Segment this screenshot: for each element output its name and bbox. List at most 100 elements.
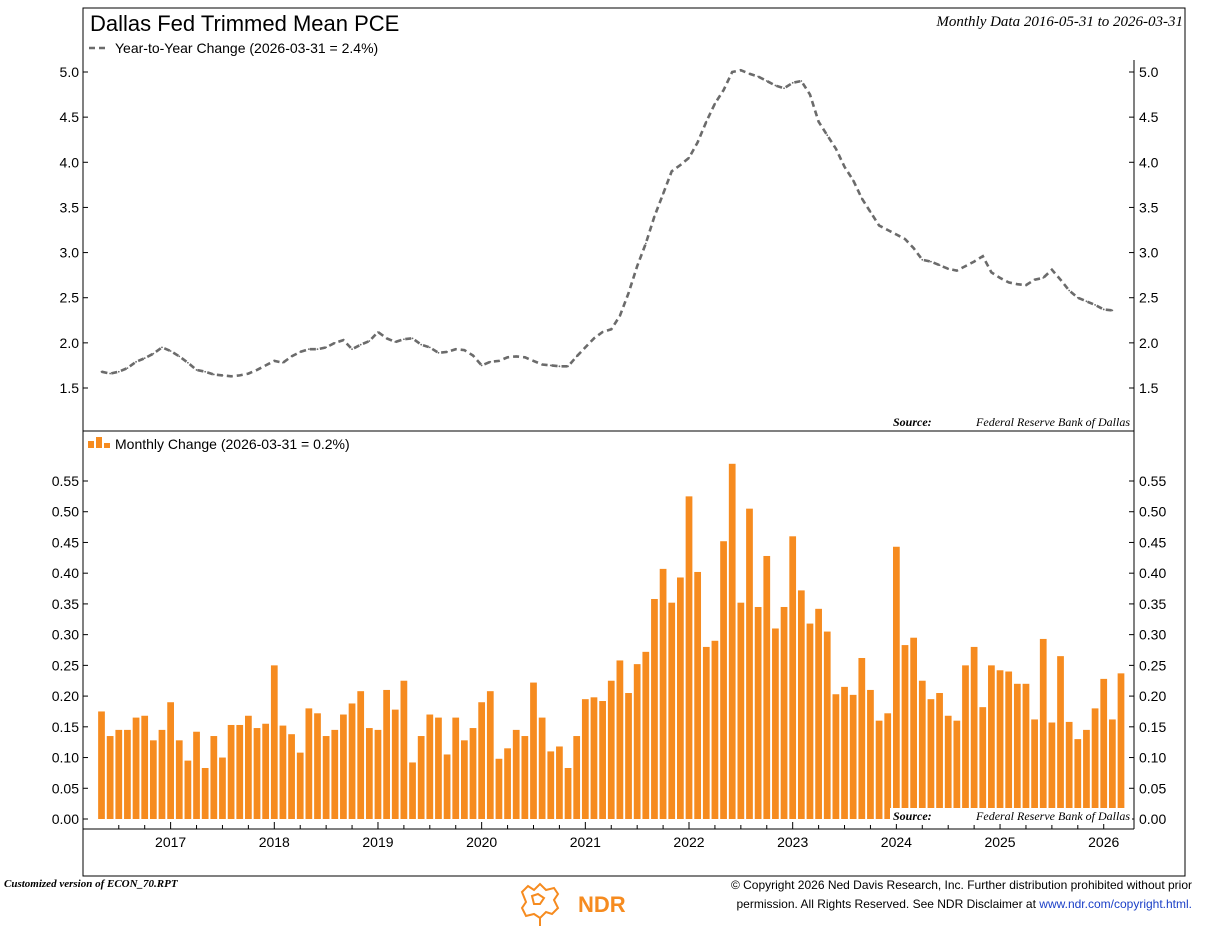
line-point xyxy=(1007,281,1010,284)
line-point xyxy=(212,373,215,376)
line-point xyxy=(999,276,1001,279)
yoy-line-series xyxy=(101,68,1113,378)
line-point xyxy=(282,361,284,364)
bar-mark xyxy=(504,748,511,819)
line-source-text: Federal Reserve Bank of Dallas xyxy=(975,415,1130,429)
line-point xyxy=(454,348,457,351)
bar-series xyxy=(98,463,1125,819)
bar-ytick-label-left: 0.10 xyxy=(52,750,79,766)
bar-ytick-label-left: 0.20 xyxy=(52,688,79,704)
bar-mark xyxy=(1117,673,1125,819)
bar-mark xyxy=(841,686,848,819)
bar-mark xyxy=(1057,656,1064,819)
line-ytick-label-left: 2.0 xyxy=(60,335,80,351)
line-point xyxy=(437,351,440,354)
ndr-logo-text: NDR xyxy=(578,892,626,917)
xtick-label: 2019 xyxy=(362,834,393,850)
bar-mark xyxy=(348,703,356,819)
line-point xyxy=(221,374,224,377)
bar-ytick-label-right: 0.30 xyxy=(1139,627,1166,643)
xtick-label: 2018 xyxy=(259,834,290,850)
bar-mark xyxy=(305,708,313,819)
line-point xyxy=(299,350,302,353)
line-point xyxy=(601,331,604,333)
bar-legend-swatch xyxy=(88,437,110,448)
line-point xyxy=(705,120,708,123)
line-ytick-label-right: 2.0 xyxy=(1139,335,1159,351)
line-point xyxy=(351,348,353,351)
bar-mark xyxy=(676,577,684,819)
line-point xyxy=(152,352,155,355)
bar-mark xyxy=(556,746,563,819)
bar-mark xyxy=(625,693,632,819)
bar-mark xyxy=(763,555,771,819)
bar-mark xyxy=(884,713,892,819)
bar-mark xyxy=(797,590,805,819)
line-point xyxy=(411,337,414,340)
bar-mark xyxy=(875,720,883,819)
line-point xyxy=(333,341,336,344)
bar-mark xyxy=(219,757,226,819)
line-point xyxy=(800,80,803,82)
bar-mark xyxy=(806,623,814,819)
bar-mark xyxy=(270,665,278,819)
line-point xyxy=(420,343,423,346)
bar-mark xyxy=(832,694,840,819)
bar-mark xyxy=(849,694,857,819)
line-point xyxy=(117,370,120,373)
bar-mark xyxy=(331,729,339,819)
line-point xyxy=(109,372,112,375)
bar-mark xyxy=(780,606,788,819)
bar-ytick-label-right: 0.20 xyxy=(1139,688,1166,704)
line-point xyxy=(618,314,621,317)
line-point xyxy=(662,192,664,195)
line-point xyxy=(990,271,993,274)
line-point xyxy=(428,346,431,349)
bar-mark xyxy=(1100,678,1108,819)
line-point xyxy=(178,355,181,358)
bar-mark xyxy=(728,463,736,819)
bar-mark xyxy=(452,717,460,819)
line-source-bg xyxy=(890,413,1132,429)
line-point xyxy=(791,81,794,84)
copyright-link[interactable]: www.ndr.com/copyright.html. xyxy=(1039,897,1192,911)
line-point xyxy=(921,258,924,261)
bar-mark xyxy=(754,606,762,819)
bar-mark xyxy=(901,645,909,819)
line-point xyxy=(532,360,535,362)
line-point xyxy=(722,89,725,91)
bar-mark xyxy=(953,720,961,819)
line-point xyxy=(143,357,146,360)
line-point xyxy=(316,348,319,351)
bar-mark xyxy=(106,736,114,819)
line-ytick-label-left: 2.5 xyxy=(60,290,80,306)
bar-ytick-label-left: 0.40 xyxy=(52,565,79,581)
bar-mark xyxy=(823,631,831,819)
line-point xyxy=(964,265,967,268)
line-point xyxy=(714,102,716,105)
line-point xyxy=(523,356,526,359)
bar-mark xyxy=(417,736,425,819)
bar-mark xyxy=(115,729,123,819)
bar-mark xyxy=(426,714,434,819)
line-point xyxy=(670,170,673,173)
xtick-label: 2017 xyxy=(155,834,186,850)
bar-legend-label: Monthly Change (2026-03-31 = 0.2%) xyxy=(115,436,350,452)
xtick-label: 2024 xyxy=(881,834,912,850)
line-point xyxy=(783,87,785,90)
line-point xyxy=(644,242,647,245)
bar-mark xyxy=(184,760,192,819)
bar-mark xyxy=(1048,722,1056,819)
bar-mark xyxy=(988,665,995,819)
line-point xyxy=(549,364,552,367)
bar-ytick-label-left: 0.25 xyxy=(52,657,79,673)
bar-ytick-label-left: 0.55 xyxy=(52,473,79,489)
bar-mark xyxy=(236,724,244,819)
xtick-label: 2021 xyxy=(570,834,601,850)
line-point xyxy=(195,369,198,371)
bar-mark xyxy=(616,660,624,819)
line-point xyxy=(161,346,163,349)
x-axis: 2017 2018 2019 2020 2021 2022 2023 2024 2025 2026 xyxy=(118,822,1120,850)
line-point xyxy=(472,354,474,357)
